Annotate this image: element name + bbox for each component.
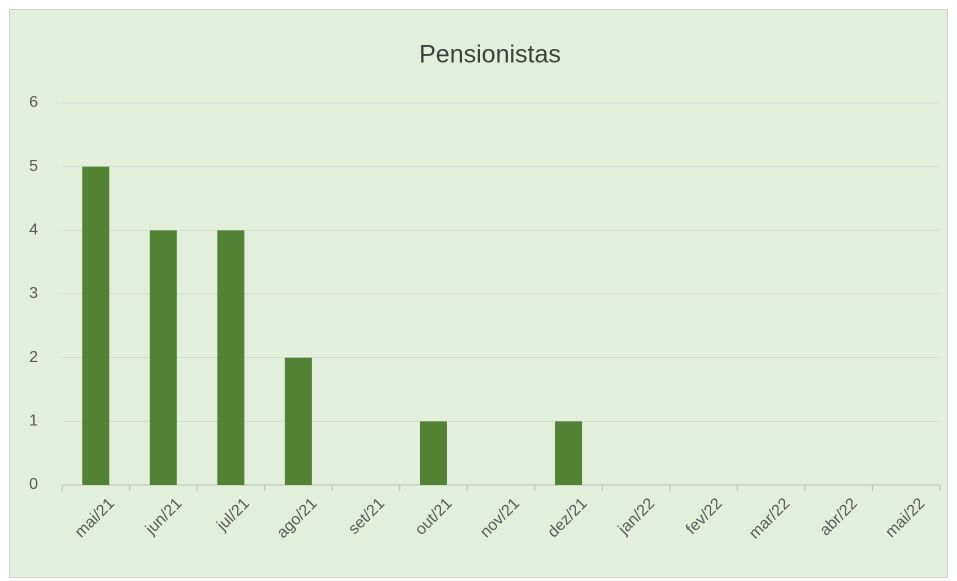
y-tick-label: 1 xyxy=(29,413,38,430)
bar xyxy=(284,357,312,485)
y-tick-label: 0 xyxy=(29,476,38,493)
y-tick-label: 3 xyxy=(29,285,38,302)
chart-title: Pensionistas xyxy=(419,41,561,69)
y-tick-label: 6 xyxy=(29,94,38,111)
bar xyxy=(82,166,110,485)
bar xyxy=(149,230,177,485)
bar xyxy=(419,421,447,485)
y-tick-label: 2 xyxy=(29,349,38,366)
bar xyxy=(217,230,245,485)
y-tick-label: 5 xyxy=(29,158,38,175)
y-tick-label: 4 xyxy=(29,222,38,239)
bar xyxy=(555,421,583,485)
